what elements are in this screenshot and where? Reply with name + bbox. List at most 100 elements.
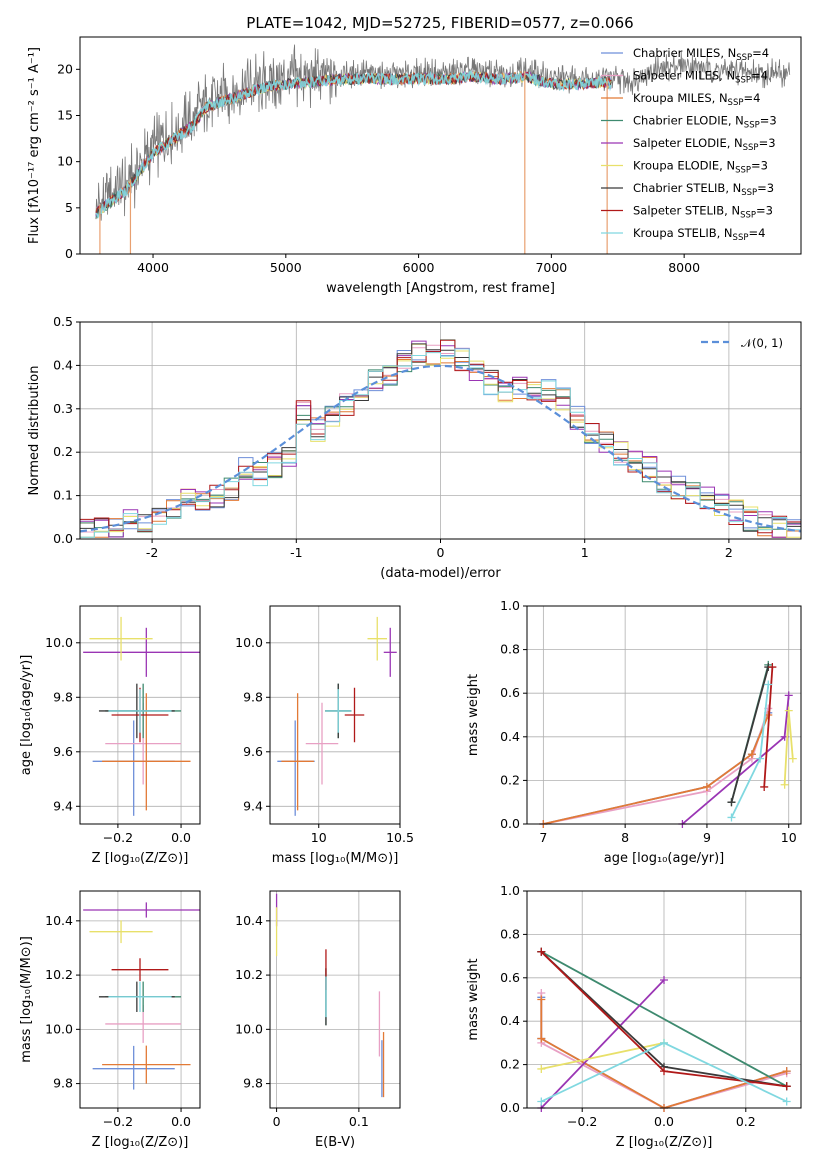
y-tick-label: 20	[57, 61, 73, 76]
legend-label: Salpeter ELODIE, NSSP=3	[633, 136, 776, 153]
y-tick-label: 0.4	[500, 1013, 520, 1028]
y-tick-label: 10.4	[235, 913, 263, 928]
z-mass-panel: −0.2 0.0 9.8 10.0 10.2 10.4 Z [log₁₀(Z/Z⊙)] mas…	[19, 890, 201, 1150]
legend-label: 𝒩(0, 1)	[741, 336, 783, 350]
y-tick-label: 15	[57, 107, 73, 122]
y-tick-label: 10.0	[235, 635, 263, 650]
y-tick-label: 10.0	[45, 1021, 73, 1036]
y-axis-label: mass weight	[466, 674, 481, 756]
weight-marker	[788, 754, 797, 763]
weight-line	[730, 666, 770, 803]
weight-line	[543, 714, 770, 824]
weight-line	[543, 712, 770, 824]
x-tick-label: 8	[621, 830, 629, 845]
x-tick-label: 1	[581, 545, 589, 560]
y-tick-label: 10.4	[45, 913, 73, 928]
legend-label: Chabrier ELODIE, NSSP=3	[633, 114, 777, 131]
x-tick-label: -1	[290, 545, 302, 560]
ebv-mass-panel: 0 0.1 9.8 10.0 10.2 10.4 E(B-V)	[235, 890, 401, 1150]
weight-marker	[537, 1034, 546, 1043]
z-weight-panel: −0.2 0.0 0.2 0.0 0.2 0.4 0.6 0.8 1.0 Z [log₁₀(Z/Z…	[466, 883, 802, 1150]
x-tick-label: 7	[539, 830, 547, 845]
weight-marker	[780, 780, 789, 789]
weight-marker	[702, 782, 711, 791]
y-tick-label: 1.0	[500, 598, 520, 613]
axes-frame	[269, 890, 401, 1109]
x-axis-label: Z [log₁₀(Z/Z⊙)]	[92, 851, 189, 866]
y-tick-label: 10	[57, 154, 73, 169]
y-tick-label: 9.6	[243, 744, 263, 759]
weight-marker	[784, 691, 793, 700]
legend-label: Chabrier STELIB, NSSP=3	[633, 181, 774, 198]
z-age-panel: −0.2 0.0 9.4 9.6 9.8 10.0 Z [log₁₀(Z/Z⊙)] age […	[19, 605, 201, 866]
axes-frame	[79, 605, 201, 825]
mass-age-panel: 10 10.5 9.4 9.6 9.8 10.0 mass [log₁₀(M/M⊙)]	[235, 605, 414, 866]
y-tick-label: 0.0	[53, 531, 73, 546]
y-axis-label: Normed distribution	[27, 366, 42, 496]
x-axis-label: Z [log₁₀(Z/Z⊙)]	[616, 1135, 713, 1150]
y-tick-label: 0.8	[500, 926, 520, 941]
weight-line	[763, 666, 774, 787]
weight-marker	[760, 782, 769, 791]
age-weight-panel: 7 8 9 10 0.0 0.2 0.4 0.6 0.8 1.0 age [log₁₀(age/yr…	[466, 598, 802, 866]
x-tick-label: 0.1	[349, 1114, 369, 1129]
y-tick-label: 5	[65, 200, 73, 215]
y-tick-label: 0.2	[500, 772, 520, 787]
y-tick-label: 0.1	[53, 488, 73, 503]
y-axis-label: mass [log₁₀(M/M⊙)]	[19, 936, 34, 1063]
y-tick-label: 0.3	[53, 401, 73, 416]
x-tick-label: 0	[273, 1114, 281, 1129]
weight-line	[540, 999, 787, 1108]
weight-marker	[660, 1067, 668, 1076]
weight-marker	[727, 798, 736, 807]
y-tick-label: 9.4	[243, 798, 263, 813]
weight-marker	[784, 706, 793, 715]
y-tick-label: 9.4	[53, 798, 73, 813]
y-tick-label: 9.8	[53, 1076, 73, 1091]
weight-marker	[727, 813, 736, 822]
y-tick-label: 0.2	[500, 1057, 520, 1072]
weight-line	[540, 979, 665, 1108]
y-tick-label: 9.6	[53, 744, 73, 759]
x-tick-label: 0.0	[171, 1114, 191, 1129]
x-axis-label: wavelength [Angstrom, rest frame]	[326, 281, 555, 296]
x-axis-label: E(B-V)	[315, 1135, 355, 1150]
x-axis-label: (data-model)/error	[380, 566, 501, 581]
x-tick-label: 9	[703, 830, 711, 845]
x-axis-label: mass [log₁₀(M/M⊙)]	[272, 851, 399, 866]
x-tick-label: −0.2	[567, 1114, 597, 1129]
data-spectrum-line	[95, 44, 791, 221]
legend-label: Chabrier MILES, NSSP=4	[633, 46, 769, 63]
y-tick-label: 1.0	[500, 883, 520, 898]
legend-label: Kroupa ELODIE, NSSP=3	[633, 159, 768, 176]
weight-marker	[747, 750, 756, 759]
y-tick-label: 0.5	[53, 314, 73, 329]
x-axis-label: age [log₁₀(age/yr)]	[604, 851, 725, 866]
y-tick-label: 10.2	[45, 967, 73, 982]
normal-curve	[80, 364, 801, 533]
weight-line	[540, 951, 788, 1088]
y-tick-label: 0.4	[53, 357, 73, 372]
y-tick-label: 10.2	[235, 967, 263, 982]
weight-marker	[764, 680, 773, 689]
y-tick-label: 0.6	[500, 970, 520, 985]
y-tick-label: 10.0	[45, 635, 73, 650]
y-tick-label: 9.8	[243, 1076, 263, 1091]
weight-line	[730, 684, 770, 818]
legend-label: Kroupa STELIB, NSSP=4	[633, 226, 765, 243]
legend-label: Salpeter STELIB, NSSP=3	[633, 204, 773, 221]
histogram-step	[80, 339, 801, 534]
x-tick-label: 0.0	[654, 1114, 674, 1129]
x-tick-label: 7000	[535, 260, 567, 275]
figure-title: PLATE=1042, MJD=52725, FIBERID=0577, z=0…	[246, 14, 633, 32]
weight-marker	[537, 1097, 546, 1106]
x-tick-label: 0	[437, 545, 445, 560]
weight-marker	[756, 754, 765, 763]
y-tick-label: 0.8	[500, 642, 520, 657]
weight-line	[681, 695, 790, 824]
spectrum-panel: 4000 5000 6000 7000 8000 0 5 10 15 20 wavelength […	[27, 36, 802, 296]
x-tick-label: 5000	[270, 260, 302, 275]
x-tick-label: -2	[146, 545, 158, 560]
weight-marker	[660, 1038, 668, 1047]
